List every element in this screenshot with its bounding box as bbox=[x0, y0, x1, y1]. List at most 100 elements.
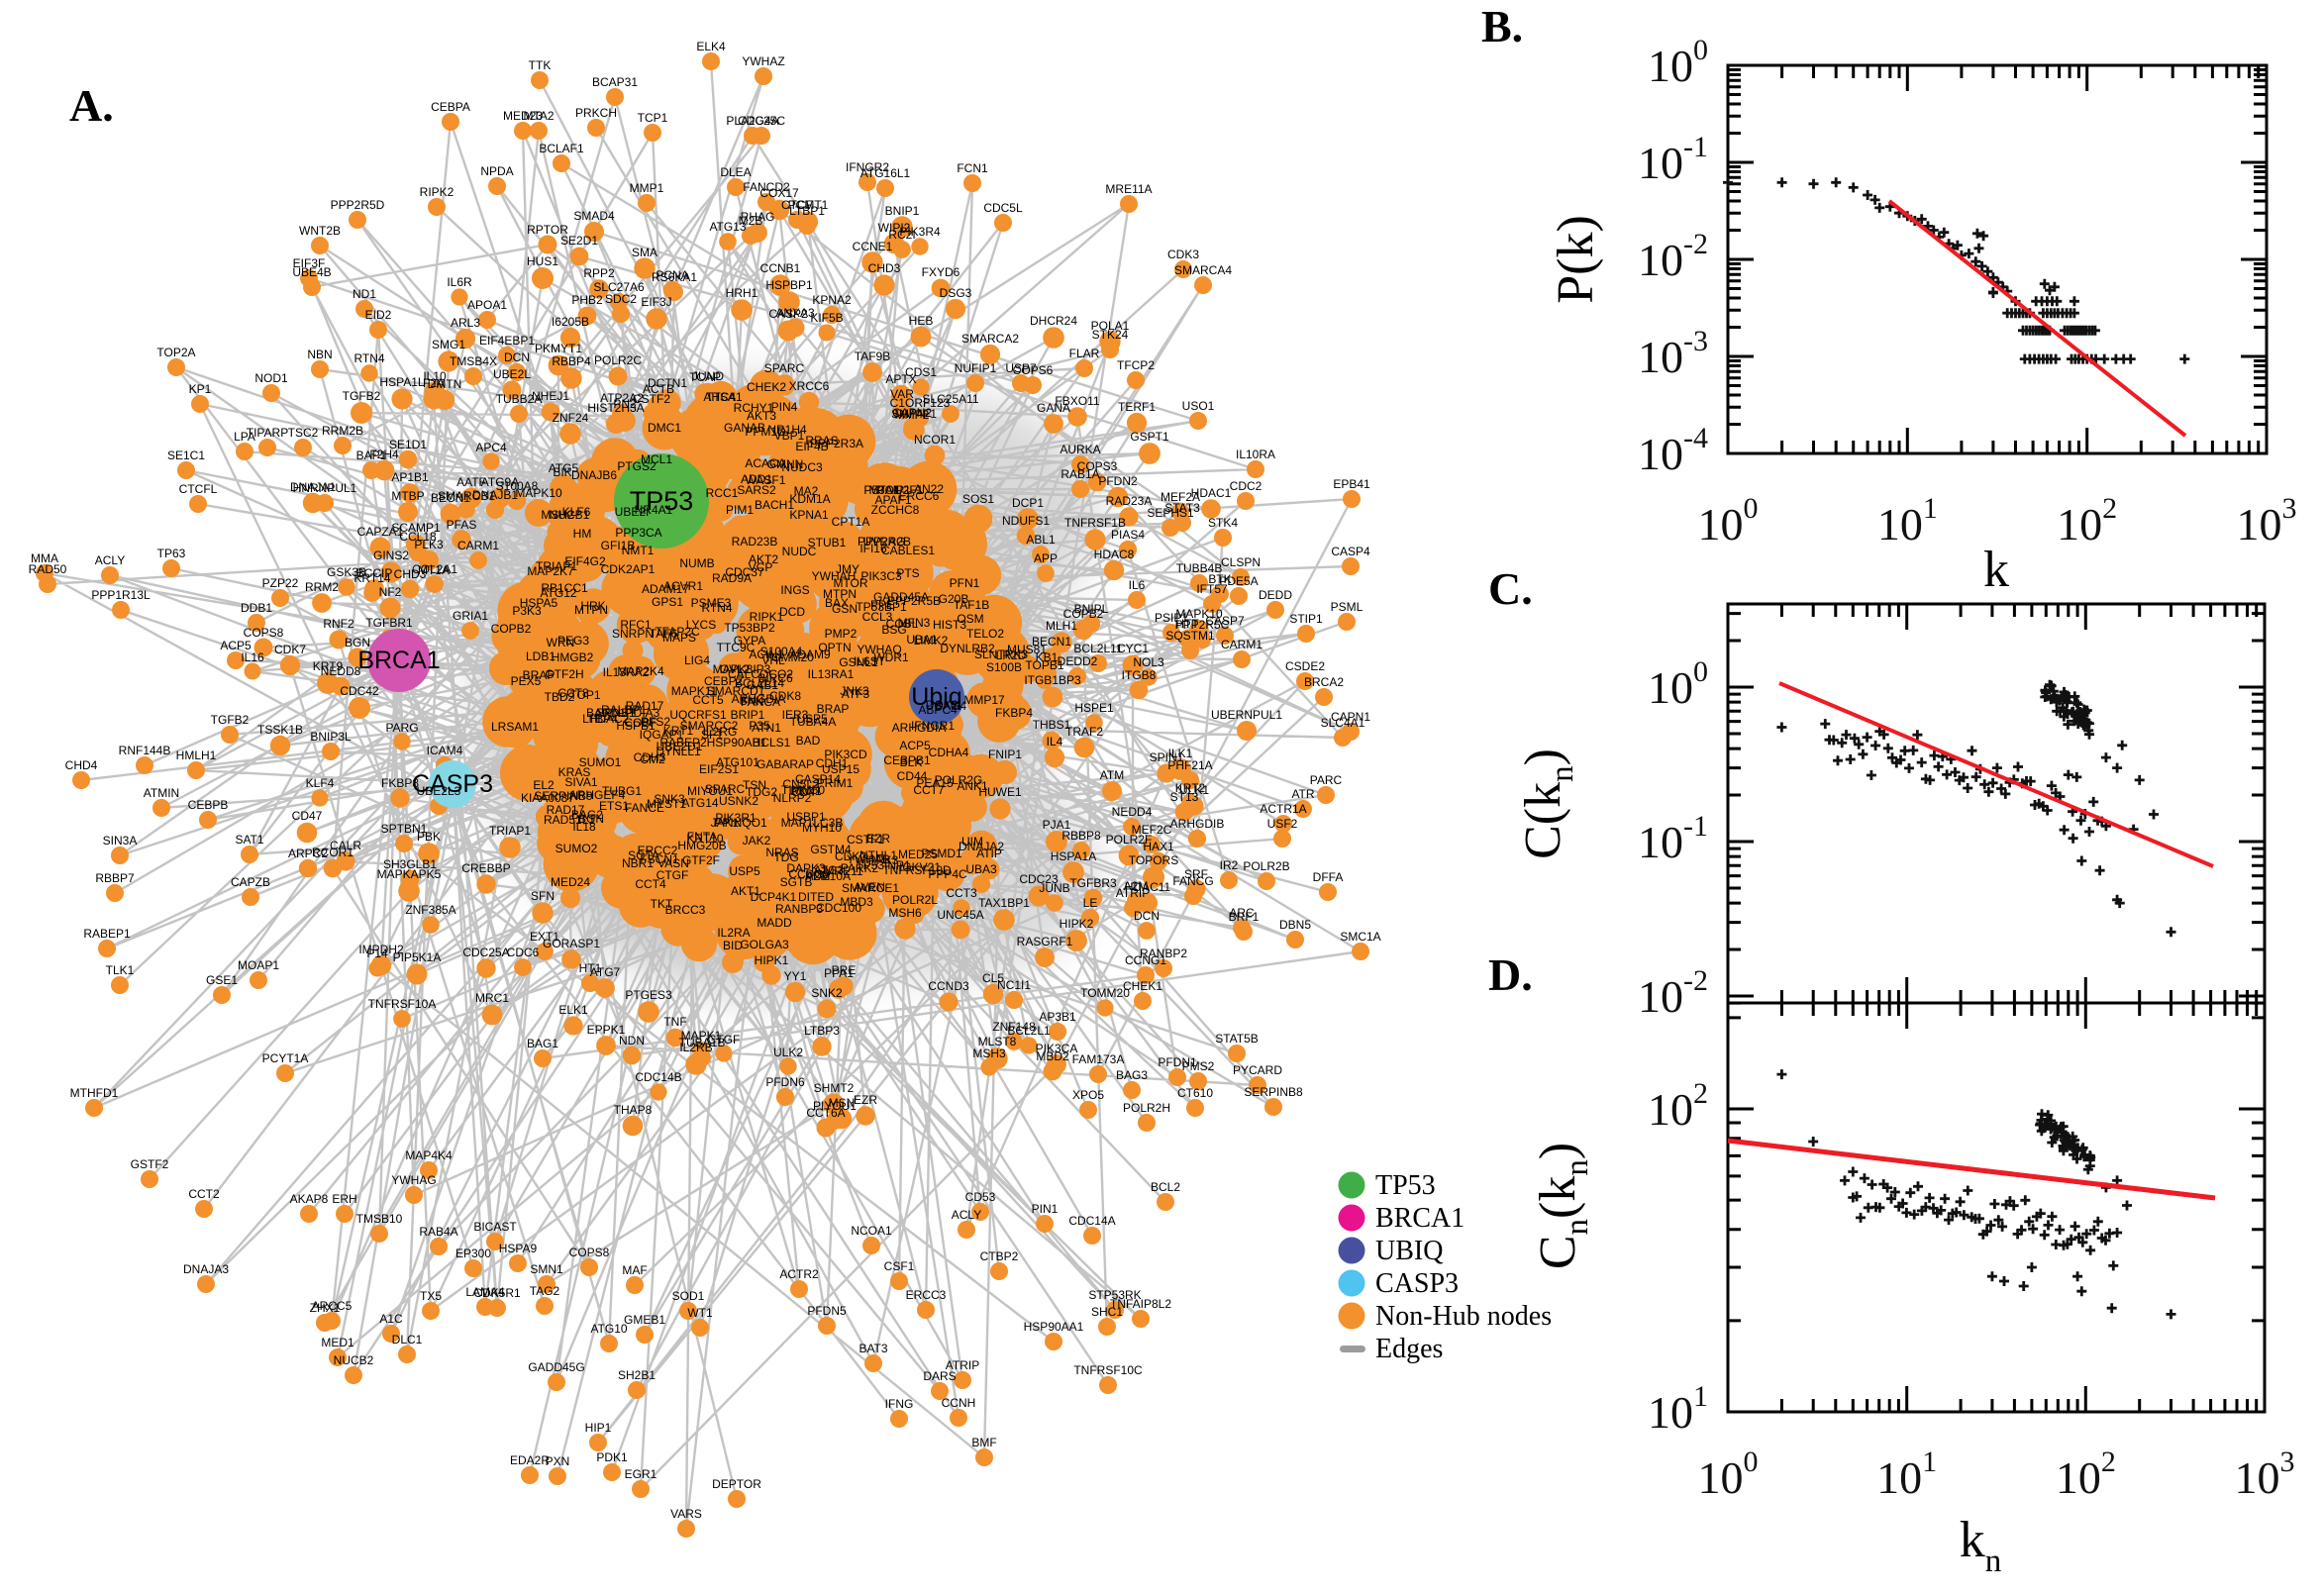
svg-text:G20B: G20B bbox=[939, 592, 969, 606]
svg-text:GSNL1: GSNL1 bbox=[839, 655, 878, 669]
svg-text:NRAS: NRAS bbox=[765, 846, 798, 859]
svg-text:MAPK11: MAPK11 bbox=[671, 684, 718, 698]
svg-text:A2M: A2M bbox=[1124, 879, 1149, 893]
svg-text:LR2D: LR2D bbox=[996, 648, 1027, 662]
svg-text:USNK2: USNK2 bbox=[719, 794, 758, 808]
svg-text:DCP1: DCP1 bbox=[1012, 496, 1044, 510]
svg-text:PPP2R5B: PPP2R5B bbox=[887, 594, 941, 608]
svg-text:CDK2: CDK2 bbox=[835, 849, 866, 863]
svg-text:PCYT1A: PCYT1A bbox=[262, 1051, 309, 1065]
svg-text:D.: D. bbox=[1488, 949, 1533, 1000]
svg-text:CASP4: CASP4 bbox=[1331, 545, 1370, 558]
svg-text:YWHAB: YWHAB bbox=[847, 852, 890, 866]
svg-text:C1ORF123: C1ORF123 bbox=[890, 396, 951, 410]
svg-text:COX17: COX17 bbox=[759, 186, 799, 200]
svg-text:COPS8: COPS8 bbox=[569, 1246, 610, 1259]
svg-text:XRCC6: XRCC6 bbox=[789, 379, 830, 393]
svg-text:RPTOR: RPTOR bbox=[527, 223, 568, 237]
svg-text:UBERNPUL1: UBERNPUL1 bbox=[1211, 708, 1282, 722]
svg-text:ZHX1: ZHX1 bbox=[310, 1301, 341, 1315]
svg-text:MEF2A: MEF2A bbox=[1161, 490, 1200, 504]
svg-text:PLK3: PLK3 bbox=[414, 538, 444, 551]
svg-text:CARM1: CARM1 bbox=[457, 539, 499, 552]
svg-text:MAP2K7: MAP2K7 bbox=[527, 564, 574, 578]
svg-text:PTGS2: PTGS2 bbox=[617, 459, 656, 473]
svg-text:AATF: AATF bbox=[456, 475, 486, 489]
svg-text:DNAJA2: DNAJA2 bbox=[959, 840, 1004, 853]
svg-text:HIPK1: HIPK1 bbox=[755, 953, 789, 967]
svg-text:PKMYT1: PKMYT1 bbox=[535, 342, 582, 355]
svg-text:ICAM4: ICAM4 bbox=[427, 744, 463, 757]
svg-text:TSN: TSN bbox=[743, 778, 766, 792]
svg-text:RAD9A: RAD9A bbox=[712, 571, 752, 585]
svg-text:SAT1: SAT1 bbox=[235, 833, 263, 847]
svg-text:ERCC3: ERCC3 bbox=[906, 1288, 947, 1302]
svg-text:TKT: TKT bbox=[651, 897, 673, 911]
svg-text:LTBP1: LTBP1 bbox=[789, 204, 825, 218]
svg-text:TIMM50: TIMM50 bbox=[781, 783, 825, 797]
svg-text:PLA2G4A: PLA2G4A bbox=[726, 114, 778, 128]
svg-text:RBBP7: RBBP7 bbox=[95, 871, 135, 885]
svg-text:CDC37: CDC37 bbox=[725, 565, 764, 579]
svg-text:NUFIP1: NUFIP1 bbox=[955, 361, 997, 375]
svg-text:SH3GLB1: SH3GLB1 bbox=[383, 857, 437, 871]
svg-text:SNRPN: SNRPN bbox=[612, 627, 654, 641]
svg-text:VAR: VAR bbox=[890, 387, 914, 401]
svg-text:BACH1: BACH1 bbox=[755, 498, 794, 512]
svg-text:P3K3: P3K3 bbox=[512, 604, 542, 618]
svg-text:CDK2AP1: CDK2AP1 bbox=[601, 562, 656, 576]
svg-text:ACVR1: ACVR1 bbox=[663, 579, 703, 593]
svg-text:TTK: TTK bbox=[529, 58, 552, 72]
svg-text:TRIAP1: TRIAP1 bbox=[489, 824, 531, 838]
svg-text:NUCB1: NUCB1 bbox=[550, 508, 590, 522]
svg-text:DSG3: DSG3 bbox=[940, 286, 972, 300]
svg-text:TNFAIP8L2: TNFAIP8L2 bbox=[1110, 1297, 1171, 1311]
svg-text:KPNA1: KPNA1 bbox=[789, 508, 829, 522]
svg-text:EIF4G2: EIF4G2 bbox=[564, 554, 606, 568]
svg-text:CCND3: CCND3 bbox=[928, 979, 969, 993]
svg-text:SMF4F1: SMF4F1 bbox=[891, 407, 937, 421]
svg-text:ATG13: ATG13 bbox=[709, 220, 746, 234]
svg-text:TNFRSF10D: TNFRSF10D bbox=[882, 863, 952, 877]
svg-text:FANCE: FANCE bbox=[625, 801, 664, 815]
svg-text:MBD2: MBD2 bbox=[1036, 1049, 1069, 1063]
svg-text:ZNF24: ZNF24 bbox=[553, 411, 589, 425]
svg-text:LDB1: LDB1 bbox=[526, 649, 556, 663]
svg-text:MAPS: MAPS bbox=[662, 631, 696, 645]
svg-text:GINS2: GINS2 bbox=[373, 549, 409, 562]
svg-text:TMSB4X: TMSB4X bbox=[450, 354, 497, 368]
svg-text:SERPINB8: SERPINB8 bbox=[1244, 1085, 1303, 1099]
svg-text:JMY: JMY bbox=[836, 562, 859, 576]
svg-text:SERPINB9: SERPINB9 bbox=[534, 789, 593, 803]
svg-text:TMSB10: TMSB10 bbox=[356, 1212, 403, 1226]
svg-text:TGFB2: TGFB2 bbox=[343, 389, 381, 403]
svg-text:CABLES1: CABLES1 bbox=[881, 544, 935, 557]
svg-text:ACLY: ACLY bbox=[952, 1208, 981, 1222]
svg-text:SMARCD1: SMARCD1 bbox=[707, 684, 765, 698]
svg-text:STUB1: STUB1 bbox=[808, 536, 847, 549]
svg-text:WASF1: WASF1 bbox=[746, 473, 786, 487]
svg-text:ATG9A: ATG9A bbox=[481, 475, 519, 489]
svg-text:BRCA2: BRCA2 bbox=[1304, 675, 1344, 689]
svg-text:CM2: CM2 bbox=[640, 752, 665, 766]
svg-text:NUDC: NUDC bbox=[782, 545, 817, 558]
svg-text:SNK3: SNK3 bbox=[654, 792, 685, 806]
svg-text:SHC1: SHC1 bbox=[1091, 1305, 1123, 1319]
svg-text:ACTR1A: ACTR1A bbox=[1260, 802, 1306, 816]
svg-text:MMA: MMA bbox=[31, 551, 58, 565]
svg-text:CDC42: CDC42 bbox=[340, 684, 379, 698]
svg-text:WIPI2: WIPI2 bbox=[878, 221, 911, 235]
svg-text:USF2: USF2 bbox=[1267, 817, 1298, 831]
svg-text:TDG2: TDG2 bbox=[746, 785, 777, 799]
svg-text:FSCN1: FSCN1 bbox=[640, 852, 679, 866]
svg-text:EZR: EZR bbox=[866, 832, 890, 846]
svg-text:STK4: STK4 bbox=[1208, 516, 1238, 530]
svg-text:S100A4: S100A4 bbox=[760, 645, 803, 658]
svg-text:DNAJB1: DNAJB1 bbox=[472, 488, 518, 502]
svg-text:BCL2L1: BCL2L1 bbox=[1007, 1024, 1051, 1038]
svg-text:IFNGR2: IFNGR2 bbox=[846, 160, 889, 174]
svg-text:HRH1: HRH1 bbox=[726, 286, 758, 300]
svg-text:CDS1: CDS1 bbox=[905, 365, 937, 379]
svg-text:EIF3F: EIF3F bbox=[293, 256, 326, 270]
svg-text:KRT14: KRT14 bbox=[354, 571, 390, 585]
